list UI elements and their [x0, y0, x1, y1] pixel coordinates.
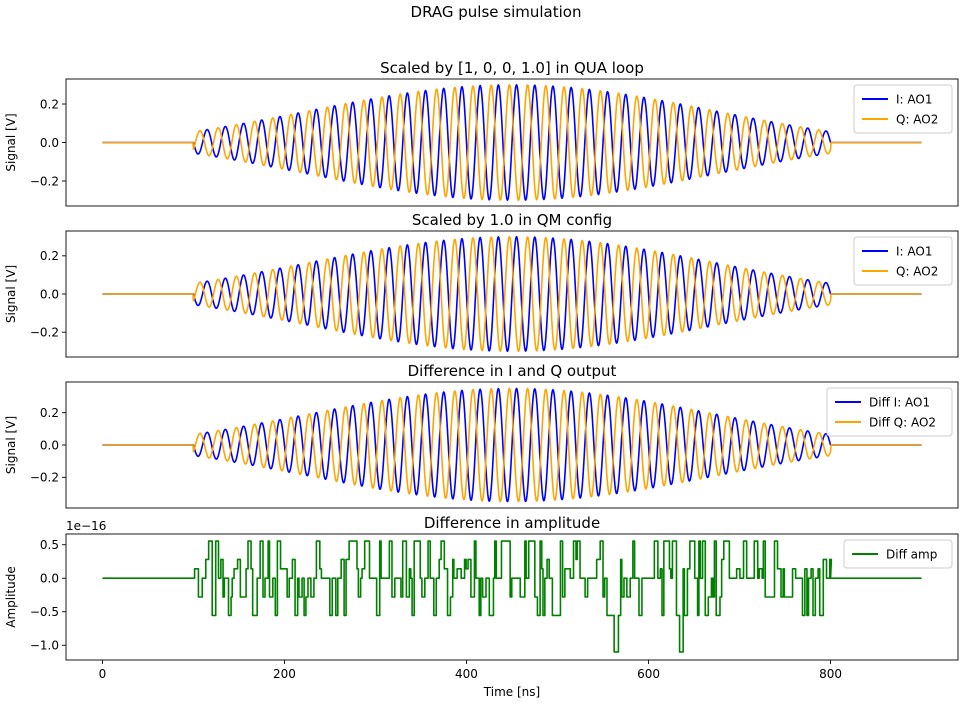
series-line-2 — [102, 235, 922, 352]
y-tick-label: 0.2 — [40, 249, 59, 263]
y-tick-label: 0.0 — [40, 438, 59, 452]
legend: Diff I: AO1 Diff Q: AO2 — [826, 387, 953, 437]
legend-label: Diff I: AO1 — [869, 395, 930, 409]
y-tick-label: 0.5 — [40, 538, 59, 552]
x-tick-label: 600 — [637, 667, 660, 681]
series-line-1 — [102, 83, 922, 202]
legend-box — [853, 84, 953, 134]
legend-box — [843, 539, 953, 569]
y-tick-label: 0.2 — [40, 97, 59, 111]
y-axis-label: Signal [V] — [4, 416, 18, 474]
axes-title: Scaled by [1, 0, 0, 1.0] in QUA loop — [380, 59, 644, 77]
x-tick-label: 400 — [455, 667, 478, 681]
series-line-1 — [102, 387, 922, 503]
legend: I: AO1 Q: AO2 — [853, 84, 953, 134]
y-axis-label: Amplitude — [4, 566, 18, 628]
y-tick-label: −0.2 — [30, 325, 59, 339]
legend: Diff amp — [843, 539, 953, 569]
legend-label: Diff Q: AO2 — [869, 415, 936, 429]
legend: I: AO1 Q: AO2 — [853, 236, 953, 286]
y-tick-label: −0.2 — [30, 174, 59, 188]
series-line-2 — [102, 84, 922, 201]
legend-box — [826, 387, 953, 437]
y-axis-label: Signal [V] — [4, 113, 18, 171]
legend-label: Q: AO2 — [896, 112, 938, 126]
axes-layer: −0.2 0.0 0.2 Scaled by [1, 0, 0, 1.0] in QU… — [4, 59, 959, 699]
chart-2: −0.2 0.0 0.2 Scaled by 1.0 in QM config Sign… — [4, 211, 959, 358]
series-line-1 — [102, 540, 922, 653]
y-tick-label: 0.0 — [40, 287, 59, 301]
axes-title: Difference in I and Q output — [408, 362, 617, 380]
y-tick-label: −0.5 — [30, 605, 59, 619]
legend-label: I: AO1 — [896, 92, 932, 106]
legend-label: Q: AO2 — [896, 264, 938, 278]
x-axis-label: Time [ns] — [483, 685, 540, 699]
y-tick-label: 0.0 — [40, 572, 59, 586]
chart-4: −1.0 −0.5 0.0 0.5 0 200 400 600 800 Time [ns] Diff… — [4, 514, 959, 699]
y-offset-label: 1e−16 — [66, 519, 106, 533]
legend-box — [853, 236, 953, 286]
x-tick-label: 800 — [819, 667, 842, 681]
y-tick-label: −0.2 — [30, 471, 59, 485]
x-tick-label: 200 — [273, 667, 296, 681]
x-tick-label: 0 — [99, 667, 107, 681]
axes-title: Difference in amplitude — [424, 514, 600, 532]
axes-frame — [65, 533, 959, 661]
figure-suptitle: DRAG pulse simulation — [411, 3, 582, 21]
chart-3: −0.2 0.0 0.2 Difference in I and Q output Si… — [4, 362, 959, 509]
chart-1: −0.2 0.0 0.2 Scaled by [1, 0, 0, 1.0] in QU… — [4, 59, 959, 207]
y-tick-label: 0.0 — [40, 136, 59, 150]
series-line-1 — [102, 235, 922, 353]
y-tick-label: −1.0 — [30, 639, 59, 653]
series-line-2 — [102, 387, 922, 503]
legend-label: Diff amp — [886, 547, 937, 561]
axes-title: Scaled by 1.0 in QM config — [412, 211, 612, 229]
legend-label: I: AO1 — [896, 244, 932, 258]
y-tick-label: 0.2 — [40, 406, 59, 420]
y-axis-label: Signal [V] — [4, 265, 18, 323]
